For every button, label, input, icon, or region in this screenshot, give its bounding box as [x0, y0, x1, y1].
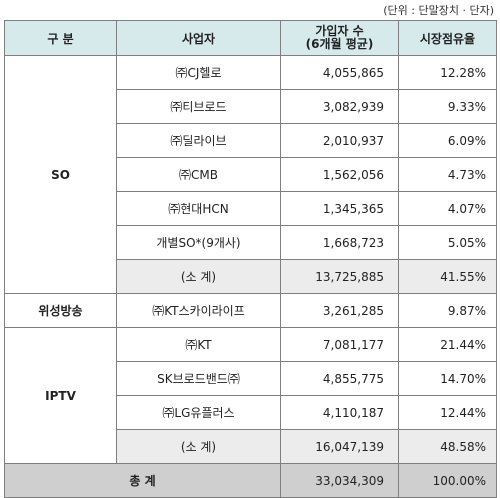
subtotal-label: (소 계) — [116, 259, 281, 294]
subtotal-subscribers: 16,047,139 — [280, 429, 399, 464]
operator-name: ㈜딜라이브 — [116, 123, 281, 158]
total-subscribers: 33,034,309 — [280, 463, 399, 498]
header-operator: 사업자 — [116, 20, 281, 56]
total-share: 100.00% — [398, 463, 497, 498]
market-share: 4.07% — [398, 191, 497, 226]
subscriber-count: 4,855,775 — [280, 361, 399, 396]
subscriber-count: 1,345,365 — [280, 191, 399, 226]
subscriber-count: 3,082,939 — [280, 89, 399, 124]
market-share: 4.73% — [398, 157, 497, 192]
operator-name: ㈜CMB — [116, 157, 281, 192]
header-share: 시장점유율 — [398, 20, 497, 56]
subtotal-row-iptv: (소 계) 16,047,139 48.58% — [5, 429, 497, 464]
header-category: 구 분 — [4, 20, 117, 56]
operator-name: ㈜LG유플러스 — [116, 395, 281, 430]
header-row: 구 분 사업자 가입자 수 (6개월 평균) 시장점유율 — [4, 20, 497, 56]
category-iptv: IPTV — [4, 327, 117, 464]
table-row: 위성방송 ㈜KT스카이라이프 3,261,285 9.87% — [4, 293, 497, 328]
market-share: 14.70% — [398, 361, 497, 396]
table-row: IPTV ㈜KT 7,081,177 21.44% — [4, 327, 497, 464]
header-subscribers: 가입자 수 (6개월 평균) — [280, 20, 399, 56]
subscriber-count: 4,110,187 — [280, 395, 399, 430]
subtotal-share: 41.55% — [398, 259, 497, 294]
subtotal-subscribers: 13,725,885 — [280, 259, 399, 294]
market-share-table: 구 분 사업자 가입자 수 (6개월 평균) 시장점유율 SO ㈜CJ헬로 4,… — [4, 20, 497, 498]
header-subscribers-line2: (6개월 평균) — [305, 37, 374, 51]
header-subscribers-line1: 가입자 수 — [315, 24, 364, 38]
market-share: 12.28% — [398, 55, 497, 90]
unit-note: (단위 : 단말장치 · 단자) — [383, 4, 494, 17]
category-so: SO — [4, 55, 117, 294]
total-label: 총 계 — [4, 463, 281, 498]
subtotal-row-so: (소 계) 13,725,885 41.55% — [5, 259, 497, 294]
table-row: ㈜딜라이브 2,010,937 6.09% — [5, 123, 497, 158]
operator-name: ㈜KT — [116, 327, 281, 362]
operator-name: ㈜현대HCN — [116, 191, 281, 226]
subscriber-count: 2,010,937 — [280, 123, 399, 158]
operator-name: ㈜KT스카이라이프 — [116, 293, 281, 328]
table-row: ㈜티브로드 3,082,939 9.33% — [5, 89, 497, 124]
market-share: 9.33% — [398, 89, 497, 124]
total-row: 총 계 33,034,309 100.00% — [4, 463, 497, 498]
operator-name: SK브로드밴드㈜ — [116, 361, 281, 396]
subscriber-count: 4,055,865 — [280, 55, 399, 90]
category-satellite: 위성방송 — [4, 293, 117, 328]
operator-name: ㈜CJ헬로 — [116, 55, 281, 90]
subtotal-label: (소 계) — [116, 429, 281, 464]
market-share: 12.44% — [398, 395, 497, 430]
subscriber-count: 7,081,177 — [280, 327, 399, 362]
subscriber-count: 3,261,285 — [280, 293, 399, 328]
subscriber-count: 1,562,056 — [280, 157, 399, 192]
market-share: 5.05% — [398, 225, 497, 260]
market-share: 9.87% — [398, 293, 497, 328]
table-row: ㈜현대HCN 1,345,365 4.07% — [5, 191, 497, 226]
subtotal-share: 48.58% — [398, 429, 497, 464]
operator-name: 개별SO*(9개사) — [116, 225, 281, 260]
market-share: 6.09% — [398, 123, 497, 158]
market-share: 21.44% — [398, 327, 497, 362]
subscriber-count: 1,668,723 — [280, 225, 399, 260]
table-row: SO ㈜CJ헬로 4,055,865 12.28% — [4, 55, 497, 294]
operator-name: ㈜티브로드 — [116, 89, 281, 124]
